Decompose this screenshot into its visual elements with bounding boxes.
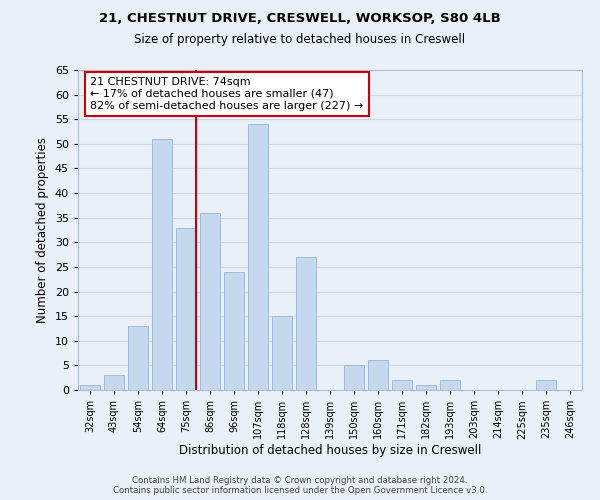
Bar <box>272 316 292 390</box>
Bar <box>80 385 100 390</box>
Text: Size of property relative to detached houses in Creswell: Size of property relative to detached ho… <box>134 32 466 46</box>
Bar <box>344 366 364 390</box>
Bar <box>176 228 196 390</box>
Bar <box>200 213 220 390</box>
Bar <box>440 380 460 390</box>
Text: 21, CHESTNUT DRIVE, CRESWELL, WORKSOP, S80 4LB: 21, CHESTNUT DRIVE, CRESWELL, WORKSOP, S… <box>99 12 501 26</box>
Bar <box>224 272 244 390</box>
Bar <box>248 124 268 390</box>
Bar <box>128 326 148 390</box>
Bar <box>152 139 172 390</box>
Bar <box>296 257 316 390</box>
Bar <box>536 380 556 390</box>
Bar <box>416 385 436 390</box>
Text: Contains HM Land Registry data © Crown copyright and database right 2024.
Contai: Contains HM Land Registry data © Crown c… <box>113 476 487 495</box>
X-axis label: Distribution of detached houses by size in Creswell: Distribution of detached houses by size … <box>179 444 481 457</box>
Bar <box>104 375 124 390</box>
Bar <box>368 360 388 390</box>
Bar <box>392 380 412 390</box>
Y-axis label: Number of detached properties: Number of detached properties <box>36 137 49 323</box>
Text: 21 CHESTNUT DRIVE: 74sqm
← 17% of detached houses are smaller (47)
82% of semi-d: 21 CHESTNUT DRIVE: 74sqm ← 17% of detach… <box>90 78 364 110</box>
